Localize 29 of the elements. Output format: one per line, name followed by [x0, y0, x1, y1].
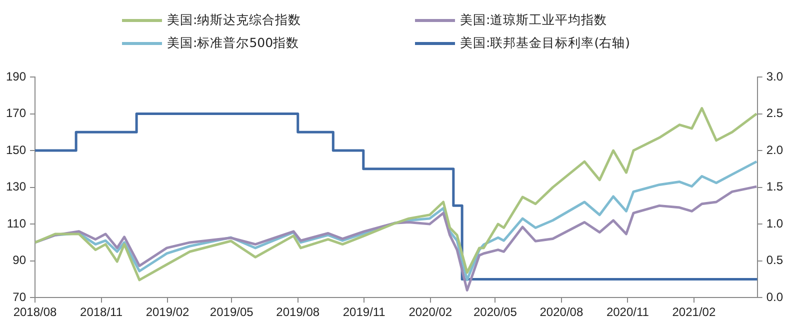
y-tick-label: 110 — [6, 216, 26, 230]
x-tick-label: 2019/05 — [210, 305, 254, 320]
y2-tick-label: 2.0 — [766, 142, 784, 157]
x-tick-label: 2019/02 — [146, 305, 190, 320]
x-tick-label: 2020/05 — [473, 305, 518, 320]
legend-label: 美国:标准普尔500指数 — [167, 35, 300, 52]
legend-label: 美国:联邦基金目标利率(右轴) — [460, 35, 630, 52]
x-tick-label: 2021/02 — [672, 305, 716, 320]
y2-tick-label: 1.5 — [766, 180, 784, 194]
x-tick-label: 2019/11 — [342, 305, 386, 320]
legend-label: 美国:纳斯达克综合指数 — [167, 12, 302, 29]
y-tick-label: 90 — [12, 253, 26, 268]
y-tick-label: 70 — [12, 290, 26, 304]
legend-label: 美国:道琼斯工业平均指数 — [460, 12, 608, 29]
x-tick-label: 2020/08 — [540, 305, 584, 320]
y-tick-label: 190 — [6, 69, 26, 84]
y2-tick-label: 1.0 — [766, 216, 784, 230]
y-tick-label: 130 — [6, 180, 26, 194]
y2-tick-label: 3.0 — [766, 69, 784, 84]
x-tick-label: 2019/08 — [276, 305, 320, 320]
y2-tick-label: 2.5 — [766, 106, 784, 120]
y-tick-label: 170 — [6, 106, 26, 120]
x-tick-label: 2018/08 — [13, 305, 58, 320]
y-tick-label: 150 — [6, 142, 26, 157]
y2-tick-label: 0.5 — [766, 253, 784, 268]
x-tick-label: 2020/11 — [606, 305, 650, 320]
x-tick-label: 2020/02 — [408, 305, 452, 320]
y2-tick-label: 0.0 — [766, 290, 784, 304]
x-tick-label: 2018/11 — [80, 305, 123, 320]
